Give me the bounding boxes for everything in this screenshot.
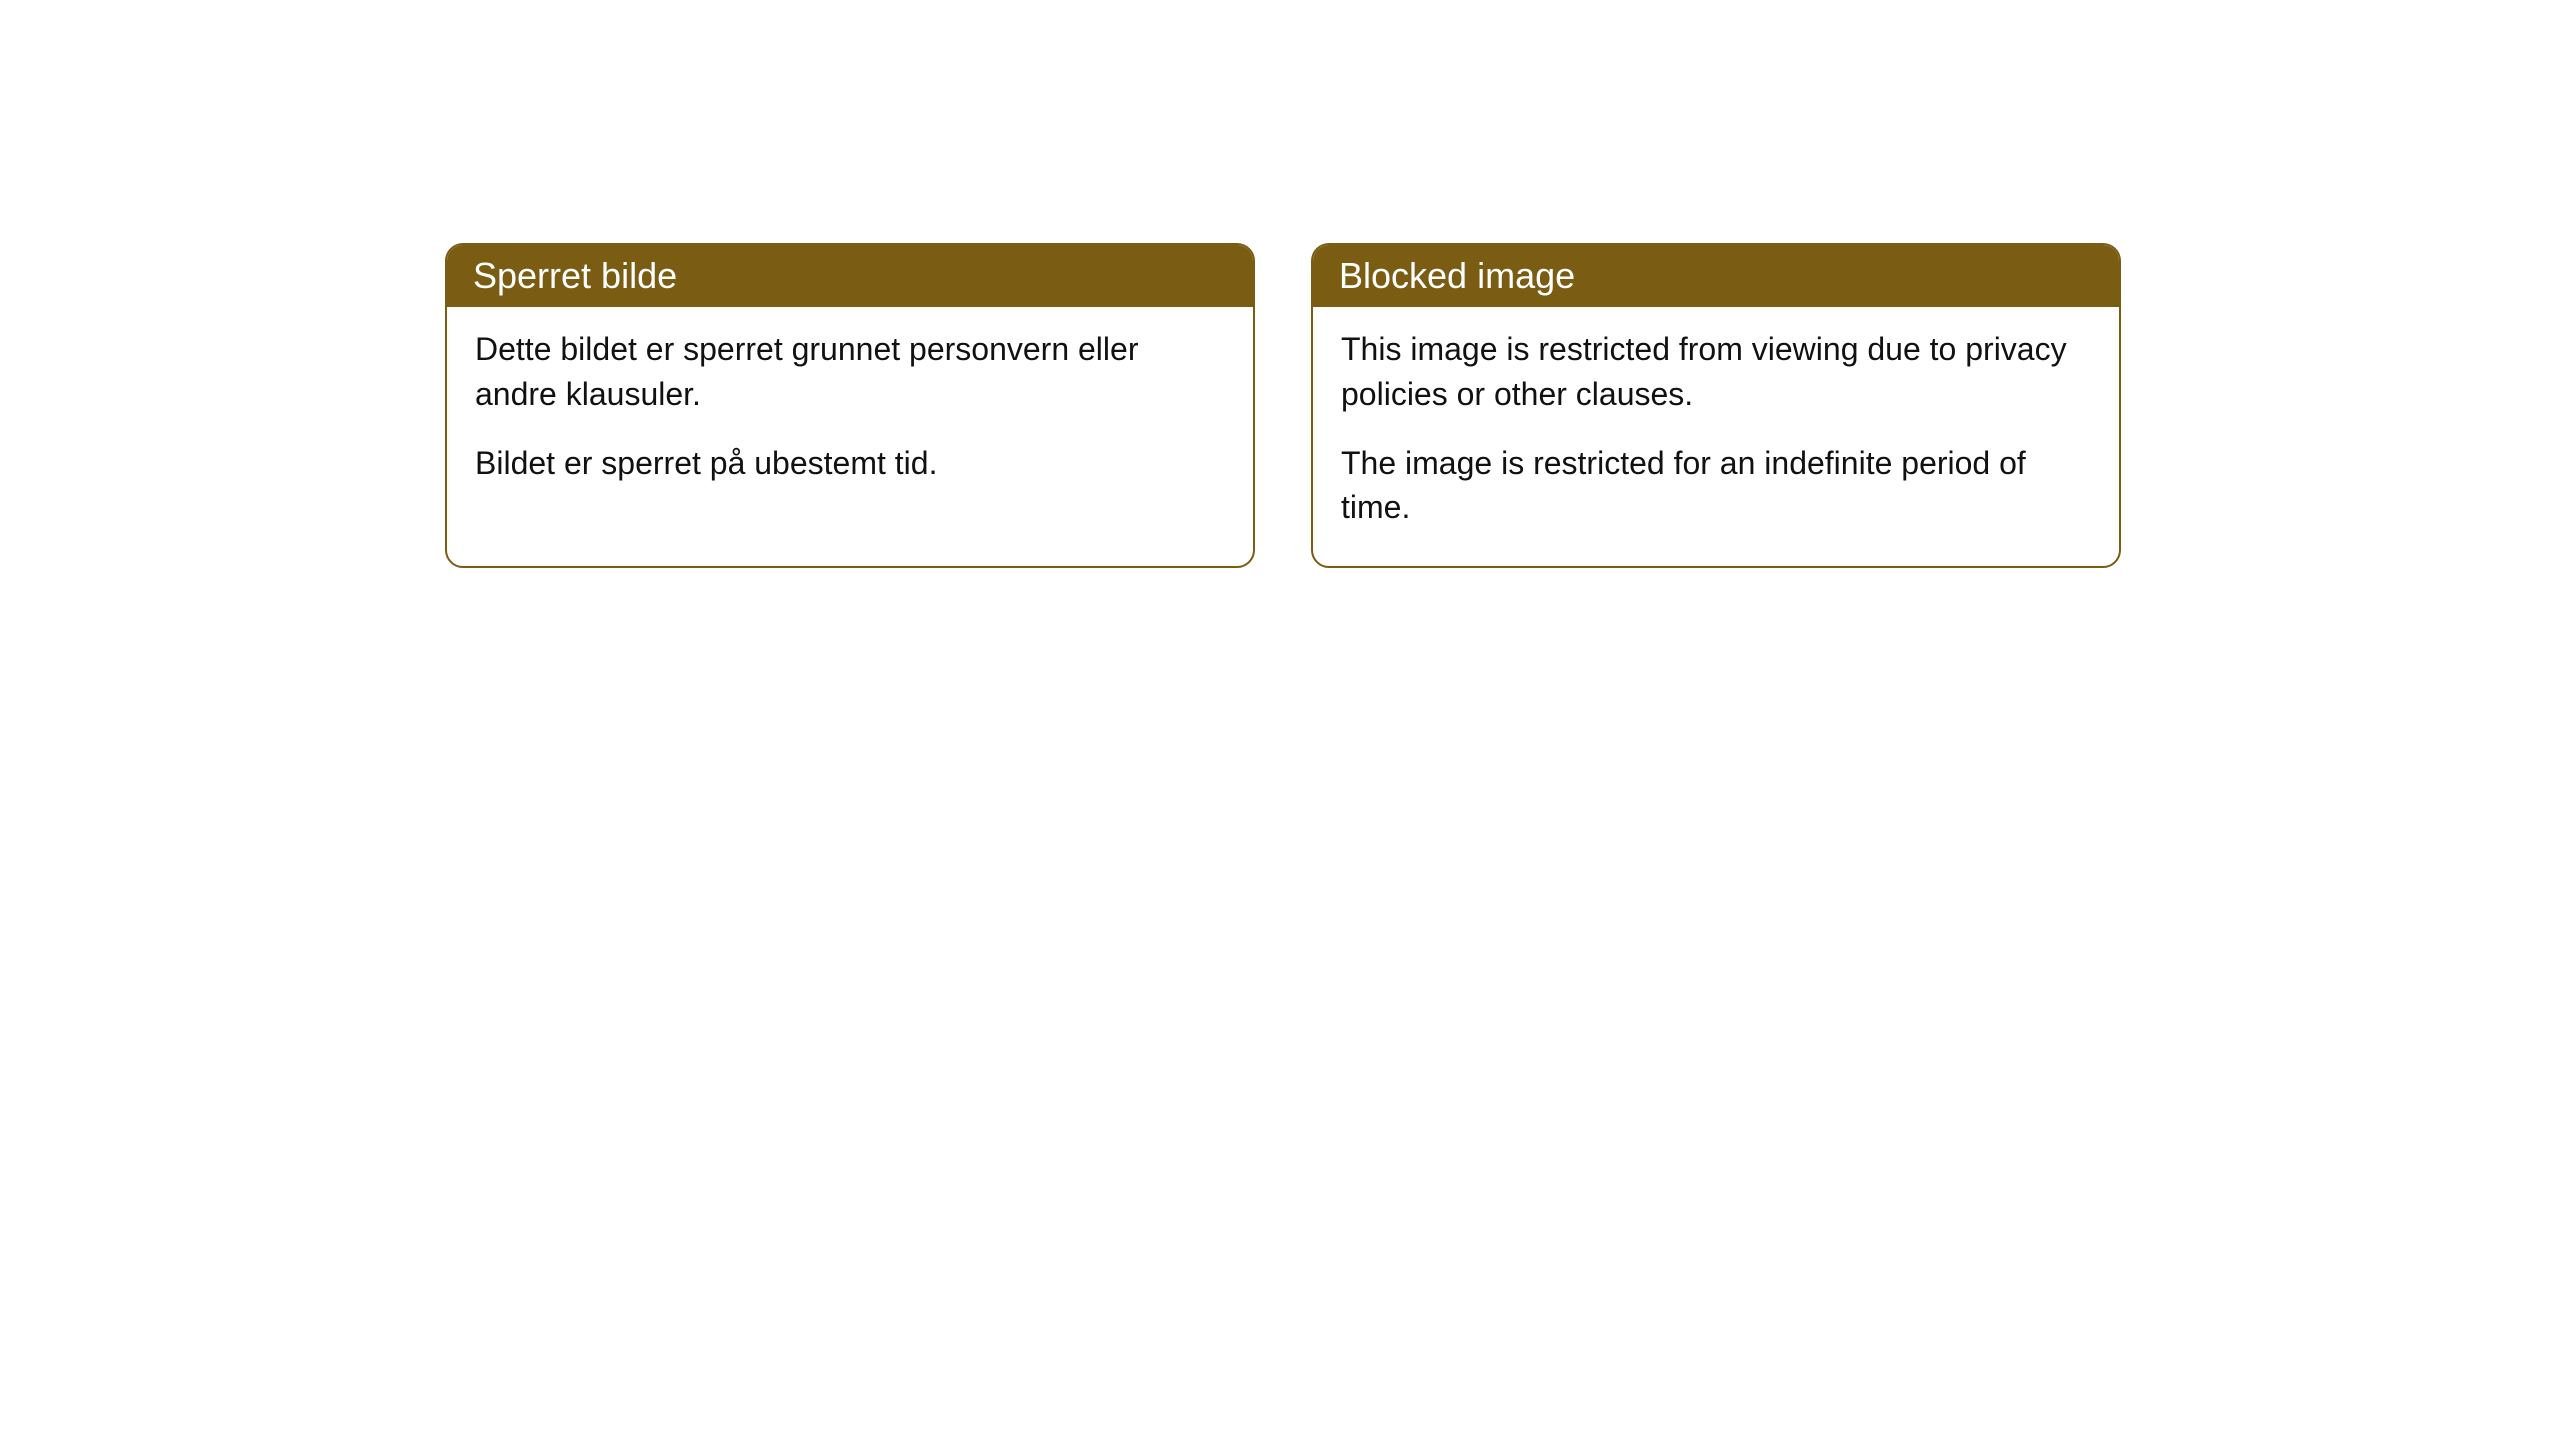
notice-card-norwegian: Sperret bilde Dette bildet er sperret gr… bbox=[445, 243, 1255, 568]
notice-paragraph-2-english: The image is restricted for an indefinit… bbox=[1341, 441, 2091, 531]
notice-cards-container: Sperret bilde Dette bildet er sperret gr… bbox=[445, 243, 2121, 568]
notice-header-norwegian: Sperret bilde bbox=[447, 245, 1253, 307]
notice-paragraph-1-english: This image is restricted from viewing du… bbox=[1341, 327, 2091, 417]
notice-paragraph-1-norwegian: Dette bildet er sperret grunnet personve… bbox=[475, 327, 1225, 417]
notice-header-english: Blocked image bbox=[1313, 245, 2119, 307]
notice-body-english: This image is restricted from viewing du… bbox=[1313, 307, 2119, 566]
notice-card-english: Blocked image This image is restricted f… bbox=[1311, 243, 2121, 568]
notice-paragraph-2-norwegian: Bildet er sperret på ubestemt tid. bbox=[475, 441, 1225, 486]
notice-body-norwegian: Dette bildet er sperret grunnet personve… bbox=[447, 307, 1253, 521]
